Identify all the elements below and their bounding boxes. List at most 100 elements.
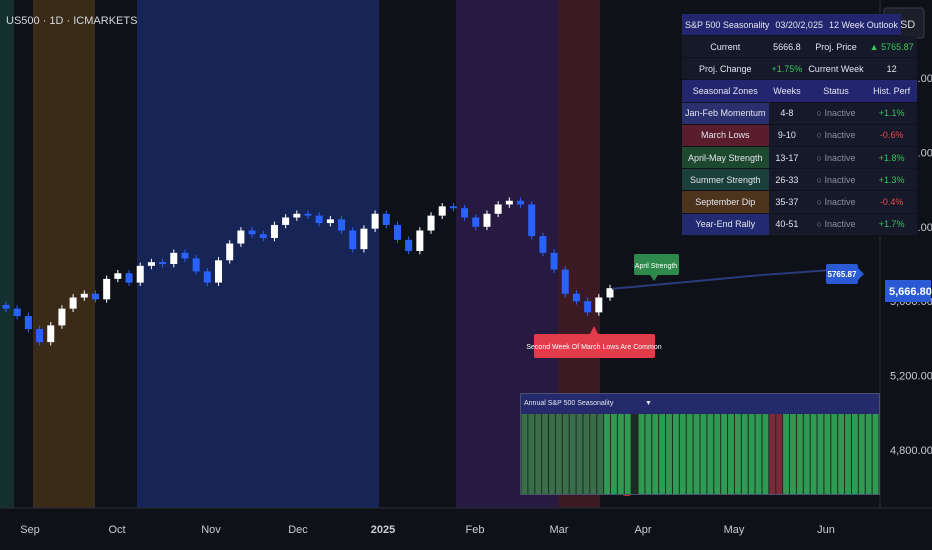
zone-weeks: 26-33 (768, 168, 806, 192)
candle-body (47, 325, 55, 343)
seasonality-bar (617, 414, 624, 494)
candle-body (91, 293, 99, 300)
candle-body (382, 213, 390, 225)
zone-name: September Dip (682, 190, 769, 214)
march-annotation-box (534, 334, 655, 358)
zones-header-cell: Seasonal Zones (682, 79, 769, 103)
time-axis[interactable]: Sep Oct Nov Dec 2025 Feb Mar Apr May Jun (20, 524, 835, 536)
annual-seasonality-title-text: Annual S&P 500 Seasonality (524, 400, 614, 407)
time-tick-label: Sep (20, 524, 40, 536)
candle-body (136, 265, 144, 283)
seasonality-bar (734, 414, 741, 494)
seasonality-bar (845, 414, 851, 494)
zone-year-end (137, 0, 379, 508)
row2-val2: 12 (866, 57, 917, 81)
zone-status: ○ Inactive (805, 124, 867, 147)
seasonality-bar (672, 414, 679, 494)
april-annotation-pointer (650, 275, 658, 281)
seasonality-bar (810, 414, 817, 494)
zone-perf: -0.6% (866, 124, 917, 147)
time-tick-label: May (724, 524, 745, 536)
price-tick-label: 5,200.00 (890, 371, 932, 383)
time-tick-label: 2025 (371, 524, 395, 536)
zone-name: Summer Strength (682, 168, 769, 192)
april-annotation: April Strength (634, 254, 679, 281)
candle-body (606, 288, 614, 298)
seasonality-bar (555, 414, 562, 494)
candle-body (561, 269, 569, 294)
candle-body (416, 230, 424, 251)
seasonality-bar (872, 414, 879, 494)
candle-body (449, 206, 457, 209)
zone-status: ○ Inactive (805, 146, 867, 170)
row1-val1: 5666.8 (768, 36, 806, 59)
candle-body (203, 271, 211, 283)
candle-body (282, 217, 290, 225)
candle-body (393, 224, 401, 240)
zone-weeks: 35-37 (768, 190, 806, 214)
zone-name: Jan-Feb Momentum (682, 102, 769, 125)
seasonality-bar (851, 414, 858, 494)
row1-val2: ▲ 5765.87 (866, 36, 917, 59)
seasonality-bar (645, 414, 652, 494)
seasonality-bar (583, 414, 590, 494)
zone-status: ○ Inactive (805, 168, 867, 192)
projection-tag-pointer (858, 268, 864, 280)
seasonality-bar (796, 414, 803, 494)
april-annotation-box (634, 254, 679, 275)
seasonality-bar (604, 414, 610, 494)
seasonality-bar (686, 414, 693, 494)
seasonality-table-body: Current 5666.8 Proj. Price ▲ 5765.87 Pro… (682, 36, 917, 236)
candle-body (226, 243, 234, 261)
candle-body (494, 204, 502, 214)
price-tick-label: 4,800.00 (890, 445, 932, 457)
zone-weeks: 13-17 (768, 146, 806, 170)
zone-row: April-May Strength 13-17 ○ Inactive +1.8% (682, 146, 917, 170)
zone-row: Jan-Feb Momentum 4-8 ○ Inactive +1.1% (682, 102, 917, 125)
seasonality-bar (831, 414, 838, 494)
zone-september (33, 0, 95, 508)
candle-body (147, 262, 155, 266)
seasonality-bar (521, 414, 528, 494)
candles (2, 197, 614, 346)
candle-body (483, 213, 491, 227)
seasonality-bar (741, 414, 748, 494)
seasonality-bar (528, 414, 535, 494)
time-tick-label: Dec (288, 524, 308, 536)
candle-body (539, 236, 547, 253)
march-annotation: Second Week Of March Lows Are Common (526, 326, 662, 358)
candle-body (438, 206, 446, 216)
seasonality-bar (762, 414, 769, 494)
seasonality-bar (611, 414, 617, 494)
row2-key1: Proj. Change (682, 57, 769, 81)
candle-body (103, 278, 111, 300)
seasonality-bar (679, 414, 686, 494)
candle-body (304, 213, 312, 216)
zone-rows: Jan-Feb Momentum 4-8 ○ Inactive +1.1% March … (682, 102, 917, 236)
seasonality-bar (824, 414, 831, 494)
april-annotation-text: April Strength (635, 263, 678, 270)
seasonality-bar (597, 414, 604, 494)
seasonality-bar (721, 414, 728, 494)
march-annotation-pointer (590, 326, 598, 334)
time-tick-label: Jun (817, 524, 835, 536)
zone-perf: +1.8% (866, 146, 917, 170)
zones-header-cell: Status (805, 79, 867, 103)
seasonality-bar (858, 414, 865, 494)
candle-body (315, 215, 323, 224)
candle-body (80, 293, 88, 298)
candle-body (472, 217, 480, 227)
candle-body (237, 230, 245, 244)
row1-key2: Proj. Price (805, 36, 867, 59)
time-tick-label: Nov (201, 524, 221, 536)
seasonality-bar (535, 414, 542, 494)
zone-perf: +1.1% (866, 102, 917, 125)
candle-body (326, 219, 334, 224)
seasonality-bar (755, 414, 762, 494)
candle-body (13, 308, 21, 317)
seasonality-bar (790, 414, 796, 494)
seasonality-bar (728, 414, 734, 494)
candle-body (192, 258, 200, 272)
candle-body (270, 224, 278, 238)
projection-tag-box (826, 264, 858, 284)
